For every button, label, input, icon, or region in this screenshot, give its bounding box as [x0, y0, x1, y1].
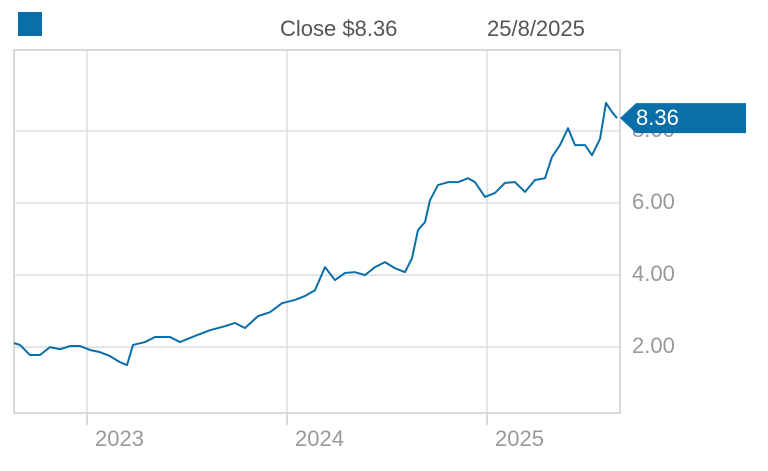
x-tick-label: 2024	[295, 426, 344, 451]
header-label: Close $8.36	[280, 16, 397, 41]
x-tick-label: 2023	[95, 426, 144, 451]
header-date: 25/8/2025	[487, 16, 585, 41]
legend-swatch	[18, 12, 42, 36]
plot-frame	[13, 49, 621, 414]
y-tick-label: 2.00	[632, 333, 675, 358]
price-line	[13, 101, 618, 367]
y-tick-label: 4.00	[632, 261, 675, 286]
current-value-flag	[620, 103, 746, 134]
y-tick-label: 6.00	[632, 189, 675, 214]
current-value-label: 8.36	[636, 105, 679, 130]
x-tick-label: 2025	[495, 426, 544, 451]
